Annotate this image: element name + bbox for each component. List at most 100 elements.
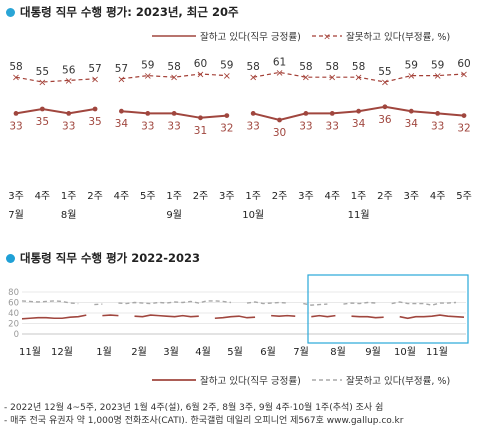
x-tick-week: 4주	[324, 191, 340, 202]
x-tick-week: 3주	[219, 191, 235, 202]
x-month-label: 11월	[426, 346, 448, 358]
negative-value-label: 60	[194, 58, 207, 70]
negative-value-label: 58	[246, 61, 259, 73]
footnotes: - 2022년 12월 4~5주, 2023년 1월 4주(설), 6월 2주,…	[4, 402, 403, 428]
x-month-label: 4월	[195, 346, 211, 358]
positive-point	[250, 111, 256, 116]
negative-point: ×	[407, 71, 415, 82]
positive-point	[356, 108, 361, 114]
positive-value-label: 33	[141, 120, 154, 132]
x-tick-week: 1주	[166, 191, 182, 202]
x-tick-week: 3주	[404, 191, 420, 202]
legend-positive-label: 잘하고 있다(직무 긍정률)	[200, 375, 301, 387]
x-tick-week: 1주	[61, 191, 77, 202]
negative-series-line	[391, 301, 457, 306]
negative-point: ×	[91, 74, 99, 85]
x-month-label: 8월	[330, 346, 346, 358]
negative-value-label: 61	[273, 56, 286, 68]
negative-series-line	[15, 76, 96, 83]
positive-point	[408, 108, 414, 114]
positive-series-line	[351, 315, 384, 319]
negative-value-label: 58	[167, 61, 180, 73]
y-tick-label: 0	[14, 330, 19, 340]
x-month-label: 2월	[131, 346, 147, 358]
legend-positive-label: 잘하고 있다(직무 긍정률)	[200, 31, 301, 43]
negative-point: ×	[196, 70, 204, 81]
positive-point	[303, 111, 309, 116]
x-tick-week: 5주	[140, 191, 156, 202]
negative-value-label: 59	[220, 60, 233, 72]
positive-series-line	[21, 314, 87, 320]
positive-value-label: 33	[9, 120, 22, 132]
chart1-svg: 잘하고 있다(직무 긍정률) × 잘못하고 있다(부정률, %)33×583주7월3…	[8, 31, 472, 221]
negative-point: ×	[275, 68, 283, 79]
negative-point: ×	[433, 71, 441, 82]
positive-value-label: 34	[352, 118, 366, 130]
highlight-box	[307, 274, 469, 344]
y-tick-label: 40	[8, 309, 19, 319]
x-month-label: 6월	[260, 346, 276, 358]
y-tick-label: 60	[8, 299, 19, 309]
positive-series-line	[214, 315, 256, 320]
x-month-label: 1월	[96, 346, 112, 358]
positive-value-label: 33	[431, 120, 444, 132]
negative-point: ×	[117, 74, 125, 85]
y-tick-label: 20	[8, 320, 19, 330]
positive-point	[145, 111, 151, 116]
negative-series-line	[253, 71, 465, 83]
negative-value-label: 56	[62, 64, 76, 76]
legend-negative-marker: ×	[323, 33, 331, 43]
negative-series-line	[118, 300, 232, 305]
positive-value-label: 34	[405, 118, 419, 130]
positive-value-label: 36	[378, 114, 392, 126]
chart2-title: 대통령 직무 수행 평가 2022-2023	[6, 250, 200, 266]
footnote-line: - 매주 전국 유권자 약 1,000명 전화조사(CATI). 한국갤럽 데일…	[4, 416, 404, 426]
negative-point: ×	[249, 73, 257, 84]
negative-value-label: 58	[326, 61, 339, 73]
x-tick-month: 10월	[242, 209, 264, 221]
positive-point	[382, 104, 388, 110]
x-tick-month: 8월	[61, 209, 77, 221]
negative-series-line	[21, 300, 79, 305]
positive-value-label: 30	[273, 127, 286, 139]
x-tick-month: 11월	[348, 209, 370, 221]
x-month-label: 7월	[293, 346, 309, 358]
negative-point: ×	[354, 73, 362, 84]
x-month-label: 12월	[51, 346, 73, 358]
x-tick-week: 2주	[377, 191, 393, 202]
x-tick-month: 7월	[8, 209, 24, 221]
chart2-title-text: 대통령 직무 수행 평가 2022-2023	[20, 251, 201, 265]
footnote-line: - 2022년 12월 4~5주, 2023년 1월 4주(설), 6월 2주,…	[4, 403, 384, 413]
negative-point: ×	[223, 71, 231, 82]
x-tick-week: 1주	[245, 191, 261, 202]
positive-point	[92, 106, 98, 112]
negative-point: ×	[170, 73, 178, 84]
negative-value-label: 59	[405, 60, 418, 72]
x-month-label: 9월	[365, 346, 381, 358]
positive-point	[198, 115, 203, 121]
title-dot-icon	[6, 253, 15, 263]
negative-series-line	[94, 303, 103, 306]
x-tick-week: 4주	[430, 191, 446, 202]
negative-point: ×	[381, 78, 389, 89]
x-tick-week: 2주	[272, 191, 288, 202]
negative-series-line	[303, 302, 328, 306]
positive-point	[435, 111, 441, 116]
legend-negative-label: 잘못하고 있다(부정률, %)	[346, 31, 450, 43]
positive-value-label: 35	[36, 116, 49, 128]
positive-point	[13, 111, 19, 116]
x-month-label: 5월	[227, 346, 243, 358]
positive-series-line	[399, 314, 465, 320]
negative-point: ×	[12, 73, 20, 84]
x-month-label: 10월	[394, 346, 416, 358]
positive-point	[66, 111, 72, 116]
positive-value-label: 33	[62, 120, 75, 132]
positive-value-label: 32	[220, 123, 233, 135]
x-tick-week: 4주	[35, 191, 51, 202]
positive-point	[171, 111, 177, 116]
negative-value-label: 57	[88, 63, 101, 75]
positive-value-label: 34	[115, 118, 129, 130]
x-tick-month: 9월	[166, 209, 182, 221]
positive-series-line	[271, 314, 296, 317]
